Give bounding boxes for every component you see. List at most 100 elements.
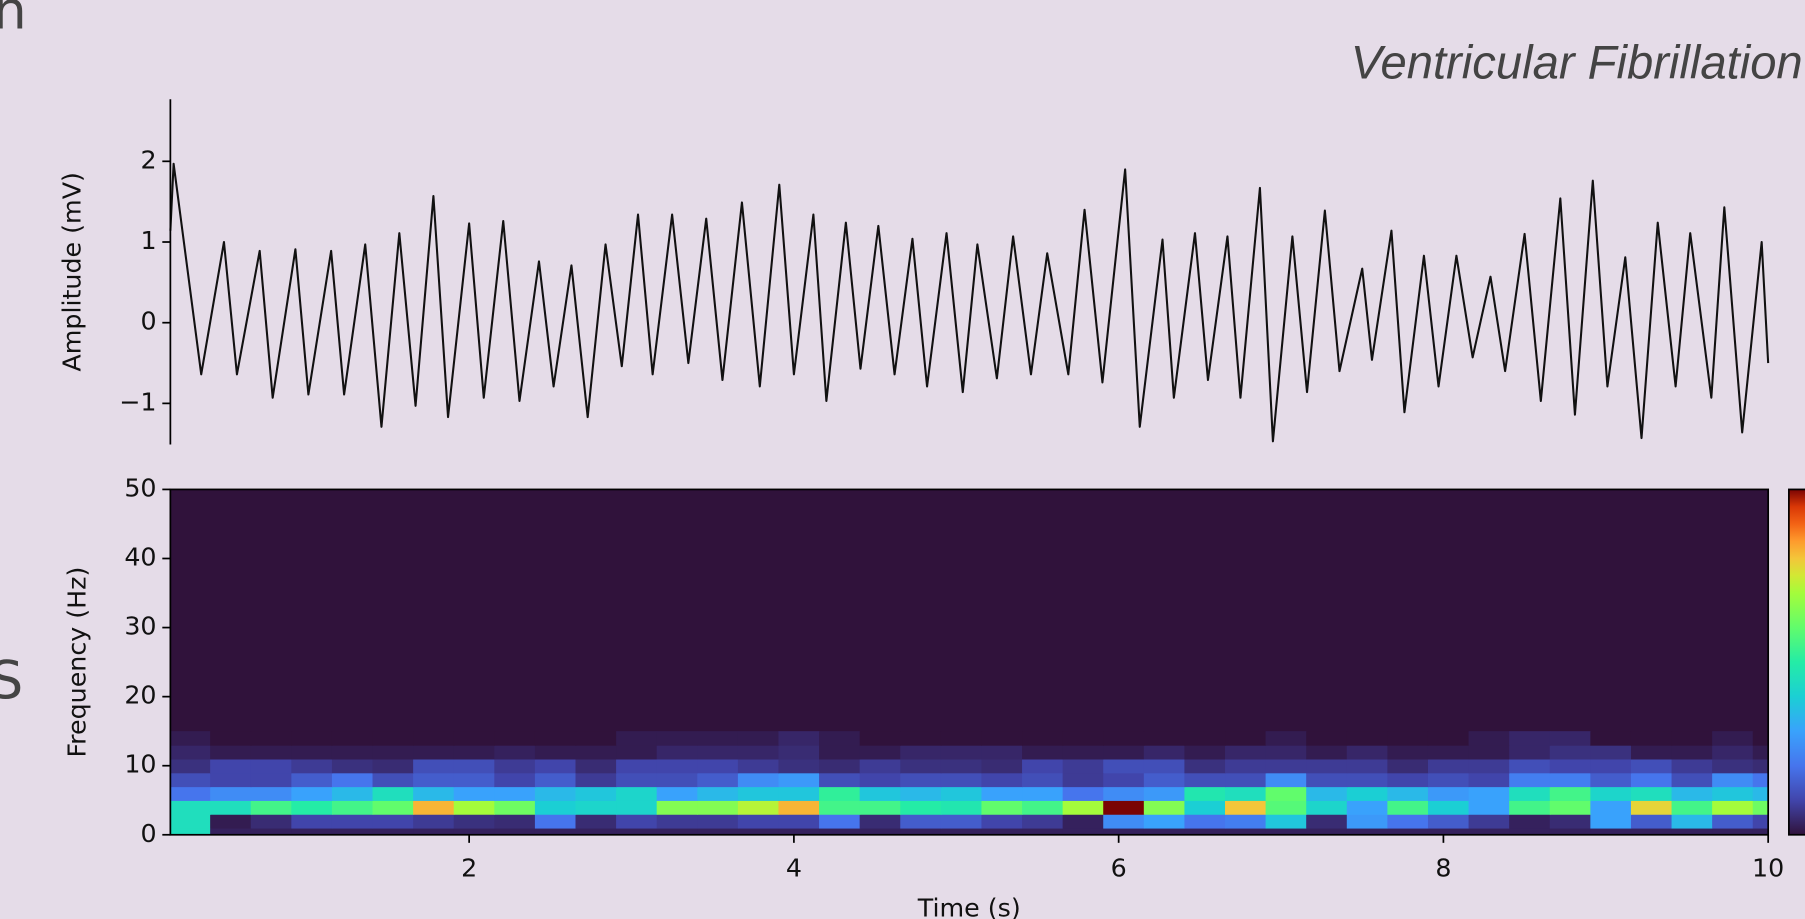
spectrogram-cell (1184, 731, 1226, 746)
spectrogram-cell (1306, 786, 1348, 801)
spectrogram-cell (250, 758, 293, 774)
spectrogram-cell (1103, 814, 1145, 829)
spectrogram-cell (1590, 731, 1632, 746)
spectrogram-cell (1225, 814, 1267, 829)
spectrogram-cell (1468, 786, 1510, 801)
spectrogram-cell (534, 786, 577, 801)
spectrogram-cell (170, 800, 211, 815)
spectrogram-cell (1062, 786, 1104, 801)
spectrogram-cell (1022, 772, 1064, 788)
spectrogram-cell (1346, 744, 1389, 760)
spectrogram-cell (1427, 786, 1470, 801)
spectrogram-cell (940, 827, 983, 835)
spectrogram-cell (1427, 814, 1470, 829)
y-tick-label: 1 (140, 225, 156, 255)
spectrogram-cell (453, 786, 496, 801)
spectrogram-cell (940, 731, 983, 746)
spectrogram-cell (170, 827, 211, 835)
spectrogram-cell (616, 731, 658, 746)
spectrogram-cell (697, 758, 739, 774)
spectrogram-cell (1590, 800, 1632, 815)
spectrogram-cell (1225, 731, 1267, 746)
spectrogram-cell (534, 772, 577, 788)
spectrogram-cell (1062, 731, 1104, 746)
spectrogram-cell (940, 786, 983, 801)
spectrogram-cell (656, 814, 698, 829)
spectrogram-cell (210, 786, 252, 801)
spectrogram-cell (1468, 731, 1510, 746)
spectrogram-cell (1184, 800, 1226, 815)
spectrogram-cell (981, 772, 1023, 788)
x-tick-label: 4 (786, 852, 802, 882)
spectrogram-cell (291, 772, 333, 788)
spectrogram-cell (1671, 744, 1713, 760)
spectrogram-cell (778, 786, 820, 801)
spectrogram-cell (575, 814, 617, 829)
spectrogram-cell (291, 786, 333, 801)
spectrogram-cell (1630, 744, 1673, 760)
spectrogram-cell (981, 786, 1023, 801)
spectrogram-cell (413, 772, 455, 788)
spectrogram-cell (413, 786, 455, 801)
spectrogram-cell (1549, 744, 1592, 760)
spectrogram-cell (1712, 758, 1754, 774)
spectrogram-cell (1630, 758, 1673, 774)
spectrogram-cell (859, 800, 901, 815)
y-tick-label: 30 (124, 611, 156, 641)
spectrogram-cell (1103, 786, 1145, 801)
spectrogram-cell (575, 772, 617, 788)
spectrogram-cell (1549, 758, 1592, 774)
spectrogram-cell (1387, 758, 1429, 774)
spectrogram-cell (656, 758, 698, 774)
spectrogram-cell (1103, 800, 1145, 815)
spectrogram-cell (1306, 814, 1348, 829)
spectrogram-cell (1549, 731, 1592, 746)
spectrogram-cell (453, 744, 496, 760)
spectrogram-cell (1509, 731, 1551, 746)
spectrogram-cell (1387, 814, 1429, 829)
spectrogram-cell (819, 800, 861, 815)
spectrogram-cell (170, 772, 211, 788)
spectrogram-cell (1265, 827, 1307, 835)
spectrogram-cell (1509, 772, 1551, 788)
spectrogram-cell (1184, 772, 1226, 788)
spectrogram-cell (534, 800, 577, 815)
spectrogram-cell (981, 800, 1023, 815)
spectrogram-cell (1671, 772, 1713, 788)
spectrogram-cell (1265, 786, 1307, 801)
spectrogram-cell (981, 827, 1023, 835)
spectrogram-cell (900, 758, 942, 774)
spectrogram-cell (819, 772, 861, 788)
spectrogram-cell (1103, 827, 1145, 835)
spectrogram-cell (819, 731, 861, 746)
spectrogram-cell (1468, 758, 1510, 774)
spectrogram-cell (1590, 772, 1632, 788)
spectrogram-cell (656, 800, 698, 815)
spectrogram-cell (778, 814, 820, 829)
spectrogram-cell (1306, 758, 1348, 774)
spectrogram-cell (940, 744, 983, 760)
spectrogram-cell (1103, 731, 1145, 746)
spectrogram-cell (1306, 800, 1348, 815)
spectrogram-cell (494, 800, 536, 815)
spectrogram-cell (1509, 758, 1551, 774)
spectrogram-cell (1752, 744, 1769, 760)
spectrogram-cell (210, 800, 252, 815)
spectrogram-cell (291, 814, 333, 829)
spectrogram-cell (1671, 758, 1713, 774)
spectrogram-cell (859, 786, 901, 801)
spectrogram-cell (1590, 786, 1632, 801)
x-tick-label: 2 (461, 852, 477, 882)
spectrogram-cell (1062, 800, 1104, 815)
spectrogram-cell (1143, 731, 1186, 746)
spectrogram-cell (413, 758, 455, 774)
ecg-line (169, 162, 1770, 443)
spectrogram-cell (1671, 786, 1713, 801)
spectrogram-cell (616, 758, 658, 774)
spectrogram-cell (494, 731, 536, 746)
spectrogram-cell (494, 814, 536, 829)
spectrogram-cell (1427, 744, 1470, 760)
spectrogram-cell (1346, 800, 1389, 815)
